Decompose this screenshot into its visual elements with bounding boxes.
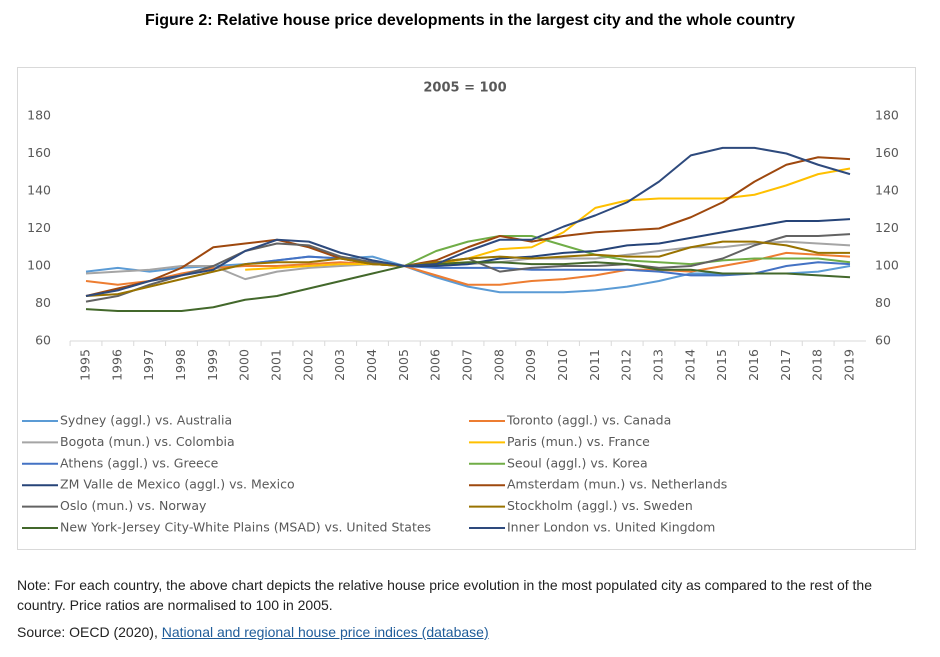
x-tick-label: 2004	[364, 349, 379, 381]
x-tick-label: 2003	[332, 349, 347, 381]
y2-tick-label: 60	[875, 333, 891, 348]
legend-label: Oslo (mun.) vs. Norway	[60, 498, 207, 513]
y-tick-label: 180	[27, 108, 51, 123]
y-tick-label: 80	[35, 295, 51, 310]
legend-label: Bogota (mun.) vs. Colombia	[60, 434, 235, 449]
legend-label: Amsterdam (mun.) vs. Netherlands	[507, 477, 727, 492]
legend-label: ZM Valle de Mexico (aggl.) vs. Mexico	[60, 477, 295, 492]
x-tick-label: 2019	[842, 349, 857, 381]
x-tick-label: 2011	[587, 349, 602, 381]
x-tick-label: 2012	[619, 349, 634, 381]
chart: 2005 = 100 60 80 100 120 140 160 180 60 80 100 120…	[17, 67, 916, 550]
x-tick-label: 2002	[300, 349, 315, 381]
x-tick-label: 2014	[682, 349, 697, 381]
chart-subtitle: 2005 = 100	[423, 81, 506, 96]
y-tick-label: 140	[27, 183, 51, 198]
y2-tick-label: 80	[875, 295, 891, 310]
legend-label: Stockholm (aggl.) vs. Sweden	[507, 498, 693, 513]
x-tick-label: 2007	[460, 349, 475, 381]
legend-label: Seoul (aggl.) vs. Korea	[507, 455, 648, 470]
x-tick-label: 2001	[269, 349, 284, 381]
note: Note: For each country, the above chart …	[17, 577, 872, 613]
x-tick-label: 2018	[810, 349, 825, 381]
legend-label: Paris (mun.) vs. France	[507, 434, 650, 449]
y2-tick-label: 120	[875, 220, 899, 235]
y2-tick-label: 180	[875, 108, 899, 123]
x-tick-label: 2005	[396, 349, 411, 381]
x-tick-label: 1995	[78, 349, 93, 381]
y2-tick-label: 140	[875, 183, 899, 198]
series-line	[85, 251, 851, 286]
series-line	[85, 156, 851, 297]
legend-label: Toronto (aggl.) vs. Canada	[506, 413, 671, 428]
x-tick-label: 2015	[714, 349, 729, 381]
chart-frame	[17, 67, 916, 550]
y2-tick-label: 160	[875, 145, 899, 160]
x-tick-label: 2000	[237, 349, 252, 381]
y-tick-label: 100	[27, 258, 51, 273]
legend-label: Inner London vs. United Kingdom	[507, 520, 715, 535]
source-text: Source: OECD (2020),	[17, 624, 158, 640]
x-tick-label: 2006	[428, 349, 443, 381]
y-tick-label: 120	[27, 220, 51, 235]
legend-label: Athens (aggl.) vs. Greece	[60, 455, 219, 470]
x-tick-label: 2016	[746, 349, 761, 381]
series-line	[403, 235, 851, 267]
source: Source: OECD (2020), National and region…	[17, 624, 489, 640]
series-line	[85, 261, 851, 312]
y-tick-label: 60	[35, 333, 51, 348]
series-line	[85, 240, 850, 297]
figure-title: Figure 2: Relative house price developme…	[145, 12, 795, 29]
legend-label: New York-Jersey City-White Plains (MSAD)…	[60, 520, 431, 535]
x-tick-label: 2010	[555, 349, 570, 381]
y2-tick-label: 100	[875, 258, 899, 273]
source-link[interactable]: National and regional house price indice…	[161, 624, 489, 640]
legend-label: Sydney (aggl.) vs. Australia	[60, 413, 232, 428]
x-tick-label: 1998	[173, 349, 188, 381]
x-tick-label: 2008	[491, 349, 506, 381]
y-tick-label: 160	[27, 145, 51, 160]
series-line	[85, 146, 851, 297]
x-tick-label: 2013	[651, 349, 666, 381]
x-tick-label: 1996	[109, 349, 124, 381]
x-tick-label: 2017	[778, 349, 793, 381]
x-tick-label: 2009	[523, 349, 538, 381]
x-tick-label: 1999	[205, 349, 220, 381]
x-tick-label: 1997	[141, 349, 156, 381]
